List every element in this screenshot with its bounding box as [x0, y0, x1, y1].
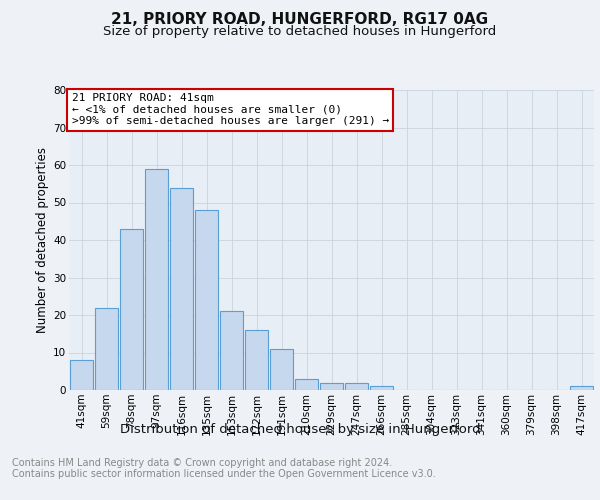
Bar: [295, 379, 318, 390]
Bar: [170, 188, 193, 390]
Bar: [370, 386, 393, 390]
Bar: [270, 349, 293, 390]
Text: Size of property relative to detached houses in Hungerford: Size of property relative to detached ho…: [103, 25, 497, 38]
Bar: [95, 308, 118, 390]
Bar: [145, 169, 168, 390]
Text: 21, PRIORY ROAD, HUNGERFORD, RG17 0AG: 21, PRIORY ROAD, HUNGERFORD, RG17 0AG: [112, 12, 488, 28]
Bar: [195, 210, 218, 390]
Bar: [320, 382, 343, 390]
Y-axis label: Number of detached properties: Number of detached properties: [36, 147, 49, 333]
Bar: [345, 382, 368, 390]
Bar: [570, 386, 593, 390]
Text: 21 PRIORY ROAD: 41sqm
← <1% of detached houses are smaller (0)
>99% of semi-deta: 21 PRIORY ROAD: 41sqm ← <1% of detached …: [71, 93, 389, 126]
Text: Contains HM Land Registry data © Crown copyright and database right 2024.
Contai: Contains HM Land Registry data © Crown c…: [12, 458, 436, 479]
Text: Distribution of detached houses by size in Hungerford: Distribution of detached houses by size …: [119, 422, 481, 436]
Bar: [220, 311, 243, 390]
Bar: [120, 229, 143, 390]
Bar: [245, 330, 268, 390]
Bar: [70, 360, 93, 390]
